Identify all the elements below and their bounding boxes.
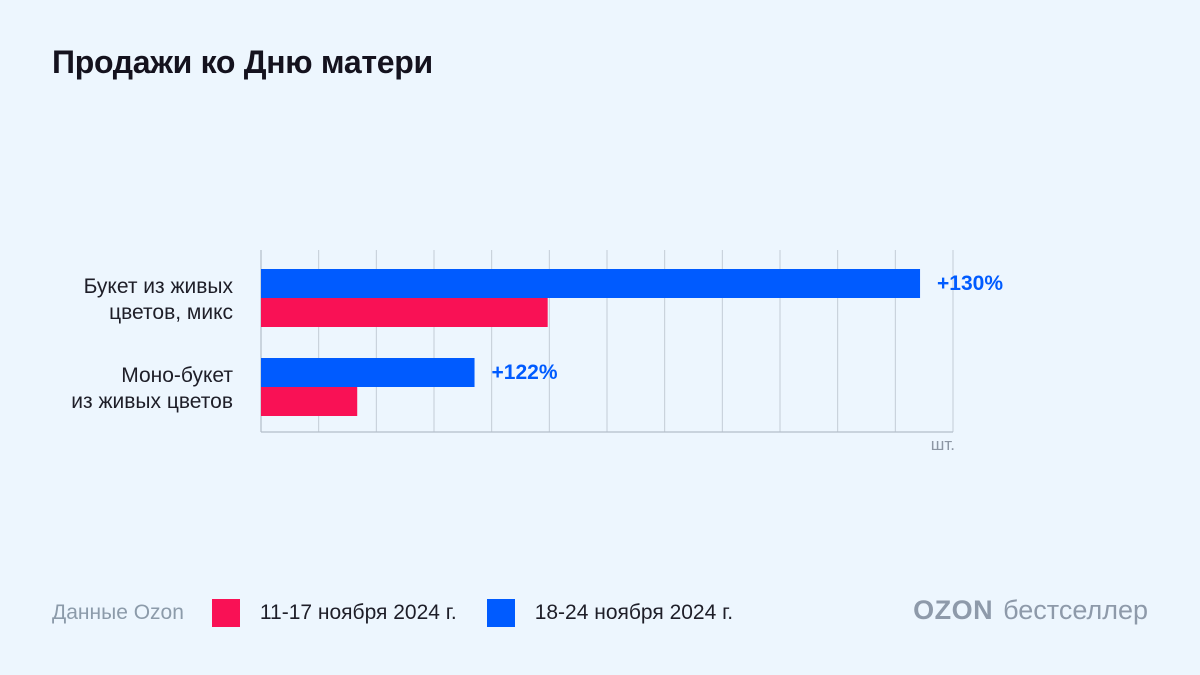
legend-swatch-current-week: [486, 599, 515, 627]
category-label-1: Букет из живых цветов, микс: [84, 275, 234, 324]
growth-label-2: +122%: [492, 361, 558, 384]
bar-current-1: [261, 269, 921, 298]
legend-item-previous-week: 11-17 ноября 2024 г.: [211, 599, 457, 627]
chart-footer: Данные Ozon 11-17 ноября 2024 г. 18-24 н…: [52, 597, 763, 629]
legend-item-current-week: 18-24 ноября 2024 г.: [486, 599, 734, 627]
legend-label-previous-week: 11-17 ноября 2024 г.: [259, 601, 457, 624]
ozon-logo: OZON: [913, 595, 994, 625]
unit-label: шт.: [931, 435, 955, 454]
growth-label-1: +130%: [937, 272, 1003, 295]
bar-previous-2: [261, 387, 358, 416]
data-source: Данные Ozon: [52, 601, 184, 624]
bar-current-2: [261, 358, 475, 387]
category-label-2: Моно-букет из живых цветов: [71, 364, 233, 413]
brand-text: бестселлер: [1003, 595, 1148, 625]
bar-previous-1: [261, 298, 548, 327]
brand-logo: OZON бестселлер: [913, 595, 1148, 626]
legend-swatch-previous-week: [211, 599, 240, 627]
chart-title: Продажи ко Дню матери: [52, 44, 433, 80]
legend-label-current-week: 18-24 ноября 2024 г.: [534, 601, 734, 624]
